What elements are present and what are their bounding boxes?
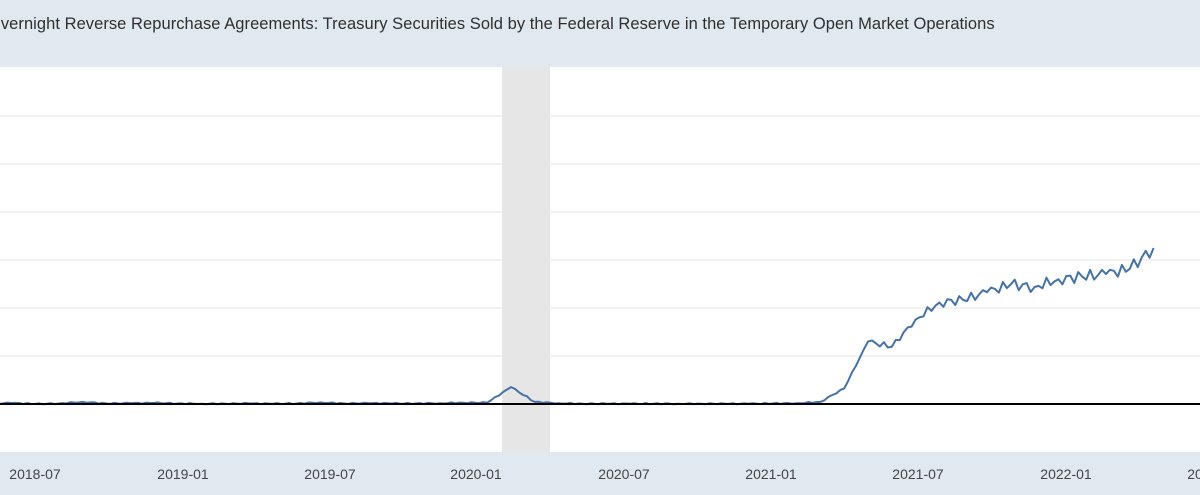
series-line-layer bbox=[0, 247, 1155, 406]
recession-band bbox=[502, 67, 550, 452]
x-tick-labels: 2018-07 2019-01 2019-07 2020-01 2020-07 2021-… bbox=[9, 466, 1200, 482]
x-tick-label-5: 2021-01 bbox=[745, 466, 797, 482]
x-tick-label-4: 2020-07 bbox=[598, 466, 650, 482]
x-tick-label-8: 20 bbox=[1187, 466, 1200, 482]
recession-shading bbox=[502, 67, 550, 452]
x-axis-band bbox=[0, 452, 1200, 495]
x-tick-label-2: 2019-07 bbox=[304, 466, 356, 482]
x-tick-label-1: 2019-01 bbox=[157, 466, 209, 482]
grid-lines bbox=[0, 115, 1200, 357]
chart-title: Overnight Reverse Repurchase Agreements:… bbox=[0, 15, 995, 33]
series-line-0 bbox=[0, 247, 1155, 406]
x-tick-label-6: 2021-07 bbox=[892, 466, 944, 482]
x-tick-label-3: 2020-01 bbox=[450, 466, 502, 482]
x-tick-label-7: 2022-01 bbox=[1040, 466, 1092, 482]
x-tick-label-0: 2018-07 bbox=[9, 466, 61, 482]
